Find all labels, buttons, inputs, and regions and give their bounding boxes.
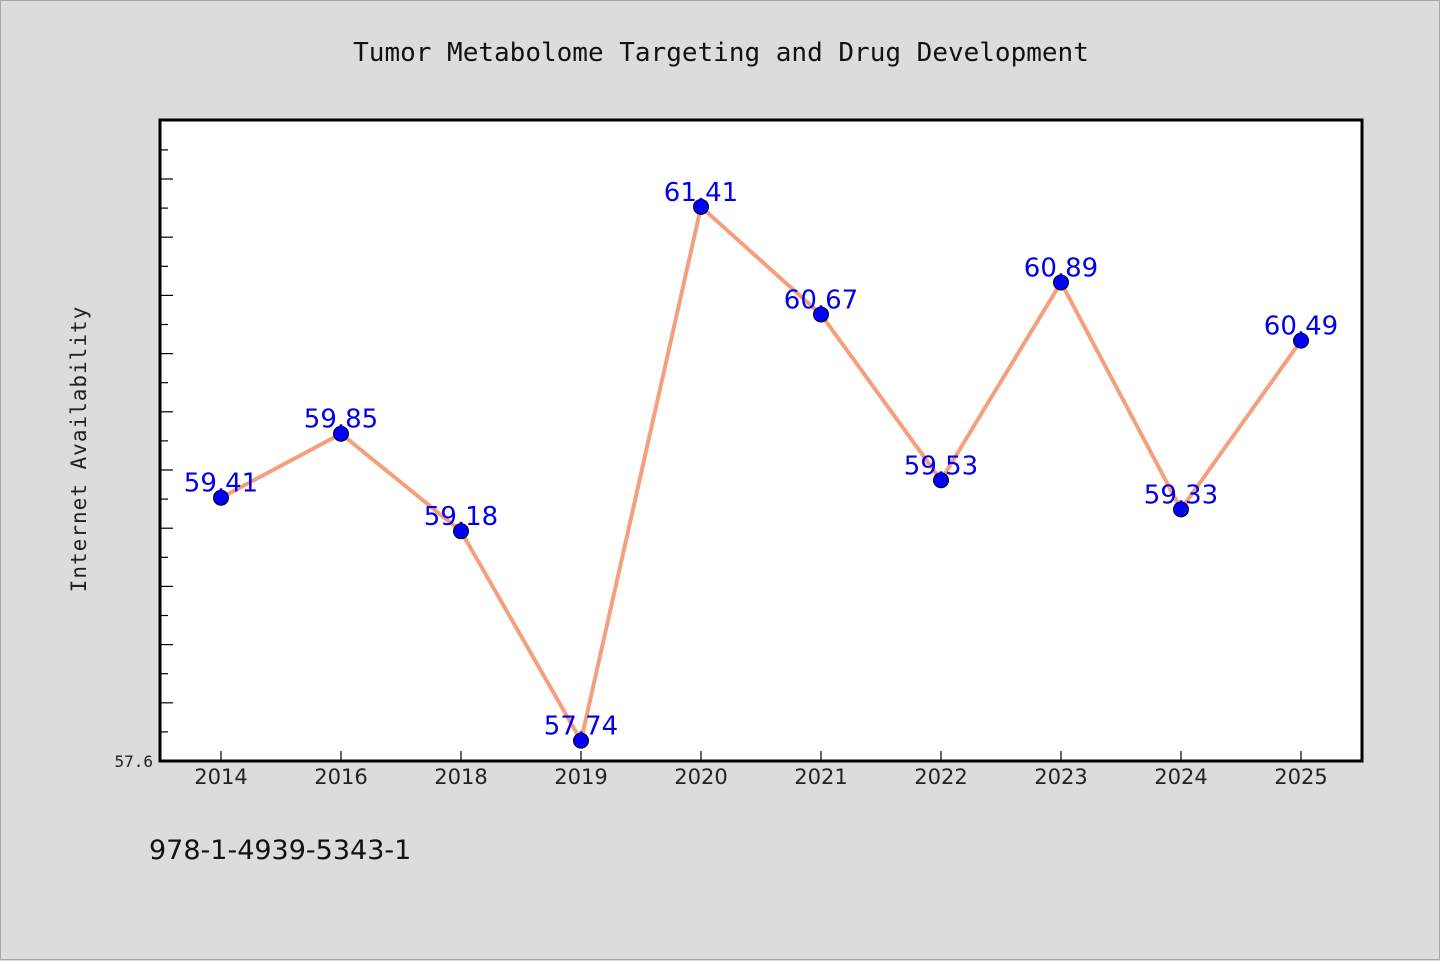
data-label: 60.89	[1024, 253, 1098, 283]
data-point-marker	[333, 425, 349, 442]
data-point-marker	[453, 523, 469, 540]
y-tick-label: 57.6	[114, 752, 153, 771]
data-label: 60.49	[1264, 312, 1338, 342]
chart-title: Tumor Metabolome Targeting and Drug Deve…	[353, 38, 1089, 68]
data-labels: 59.41 59.85 59.18 57.74 61.41 60.67 59.53 60.89…	[184, 178, 1338, 742]
x-tick-label: 2021	[794, 765, 847, 789]
x-tick-label: 2023	[1034, 765, 1087, 789]
x-tick-label: 2025	[1274, 765, 1327, 789]
y-axis-label: Internet Availability	[67, 306, 91, 593]
footer-code: 978-1-4939-5343-1	[149, 835, 412, 866]
data-point-marker	[213, 489, 229, 506]
data-point-marker	[1053, 274, 1069, 291]
x-tick-label: 2016	[314, 765, 367, 789]
data-point-marker	[573, 732, 589, 749]
data-label: 57.74	[544, 712, 618, 742]
x-tick-label: 2024	[1154, 765, 1207, 789]
x-tick-label: 2020	[674, 765, 727, 789]
data-label: 59.18	[424, 502, 498, 532]
data-label: 59.53	[904, 451, 978, 481]
plot-area	[158, 118, 1364, 763]
data-point-marker	[693, 198, 709, 215]
x-tick-label: 2014	[194, 765, 247, 789]
data-markers	[213, 198, 1309, 749]
series-line	[219, 204, 1303, 743]
y-axis-ticks: 57.6	[114, 149, 173, 771]
data-label: 61.41	[664, 178, 738, 208]
x-tick-label: 2018	[434, 765, 487, 789]
data-label: 59.41	[184, 469, 258, 499]
x-axis-ticks: 2014 2016 2018 2019 2020 2021 2022 2023 2024 2025	[194, 751, 1328, 789]
data-point-marker	[933, 472, 949, 489]
data-label: 59.33	[1144, 480, 1218, 510]
data-point-marker	[1173, 501, 1189, 518]
data-label: 59.85	[304, 405, 378, 435]
data-point-marker	[1293, 332, 1309, 349]
data-point-marker	[813, 306, 829, 323]
x-tick-label: 2019	[554, 765, 607, 789]
data-label: 60.67	[784, 285, 858, 315]
x-tick-label: 2022	[914, 765, 967, 789]
series-line-group	[219, 204, 1303, 743]
